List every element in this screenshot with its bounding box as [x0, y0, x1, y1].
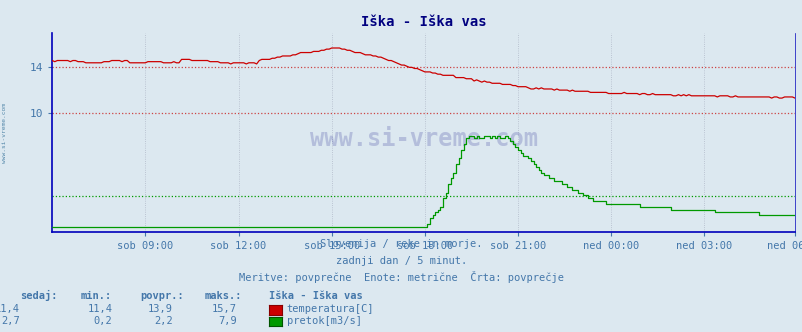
Text: 0,2: 0,2	[94, 316, 112, 326]
Text: temperatura[C]: temperatura[C]	[286, 304, 374, 314]
Text: 2,7: 2,7	[2, 316, 20, 326]
Text: Slovenija / reke in morje.: Slovenija / reke in morje.	[320, 239, 482, 249]
Text: min.:: min.:	[80, 291, 111, 301]
Text: 11,4: 11,4	[0, 304, 20, 314]
Text: www.si-vreme.com: www.si-vreme.com	[310, 127, 537, 151]
Text: Iška - Iška vas: Iška - Iška vas	[269, 291, 363, 301]
Title: Iška - Iška vas: Iška - Iška vas	[360, 15, 486, 29]
Text: sedaj:: sedaj:	[20, 290, 58, 301]
Text: 7,9: 7,9	[218, 316, 237, 326]
Text: zadnji dan / 5 minut.: zadnji dan / 5 minut.	[335, 256, 467, 266]
Text: www.si-vreme.com: www.si-vreme.com	[2, 103, 6, 163]
Text: 11,4: 11,4	[87, 304, 112, 314]
Text: 15,7: 15,7	[212, 304, 237, 314]
Text: povpr.:: povpr.:	[140, 291, 184, 301]
Text: 13,9: 13,9	[148, 304, 172, 314]
Text: Meritve: povprečne  Enote: metrične  Črta: povprečje: Meritve: povprečne Enote: metrične Črta:…	[239, 271, 563, 283]
Text: maks.:: maks.:	[205, 291, 242, 301]
Text: pretok[m3/s]: pretok[m3/s]	[286, 316, 361, 326]
Text: 2,2: 2,2	[154, 316, 172, 326]
